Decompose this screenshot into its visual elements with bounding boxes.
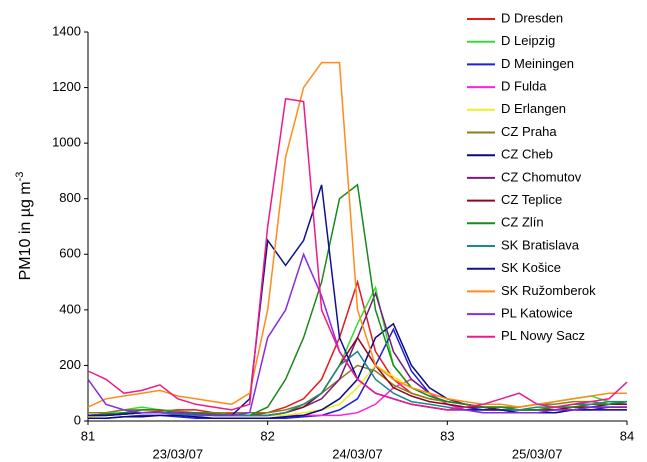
y-tick-label: 400 (59, 301, 81, 316)
legend-label: D Erlangen (501, 101, 566, 116)
y-tick-label: 800 (59, 190, 81, 205)
legend-label: CZ Chomutov (501, 169, 582, 184)
y-tick-label: 0 (74, 412, 81, 427)
y-tick-label: 1000 (52, 135, 81, 150)
y-tick-label: 200 (59, 357, 81, 372)
date-label: 24/03/07 (332, 446, 383, 461)
x-tick-label: 84 (620, 428, 634, 443)
x-tick-label: 83 (440, 428, 454, 443)
y-tick-label: 1200 (52, 79, 81, 94)
series-line (88, 350, 627, 417)
legend-label: D Dresden (501, 10, 563, 25)
y-axis-label: PM10 in µg m-3 (14, 172, 34, 281)
legend-label: PL Katowice (501, 306, 573, 321)
legend-label: CZ Cheb (501, 147, 553, 162)
x-tick-label: 82 (260, 428, 274, 443)
date-label: 25/03/07 (512, 446, 563, 461)
legend-label: SK Ružomberok (501, 283, 596, 298)
series-line (87, 97, 628, 411)
legend-label: D Leipzig (501, 33, 555, 48)
legend-label: SK Bratislava (501, 237, 580, 252)
y-tick-label: 1400 (52, 23, 81, 38)
y-label-sup: -3 (14, 172, 26, 182)
legend-label: CZ Teplice (501, 192, 562, 207)
legend-label: CZ Praha (501, 124, 557, 139)
x-tick-label: 81 (81, 428, 95, 443)
y-tick-label: 600 (59, 246, 81, 261)
legend-label: CZ Zlín (501, 215, 544, 230)
legend-label: D Fulda (501, 79, 547, 94)
date-label: 23/03/07 (153, 446, 204, 461)
legend-label: PL Nowy Sacz (501, 328, 585, 343)
legend-label: D Meiningen (501, 56, 574, 71)
y-label-main: PM10 in µg m (17, 181, 34, 280)
legend-label: SK Košice (501, 260, 561, 275)
